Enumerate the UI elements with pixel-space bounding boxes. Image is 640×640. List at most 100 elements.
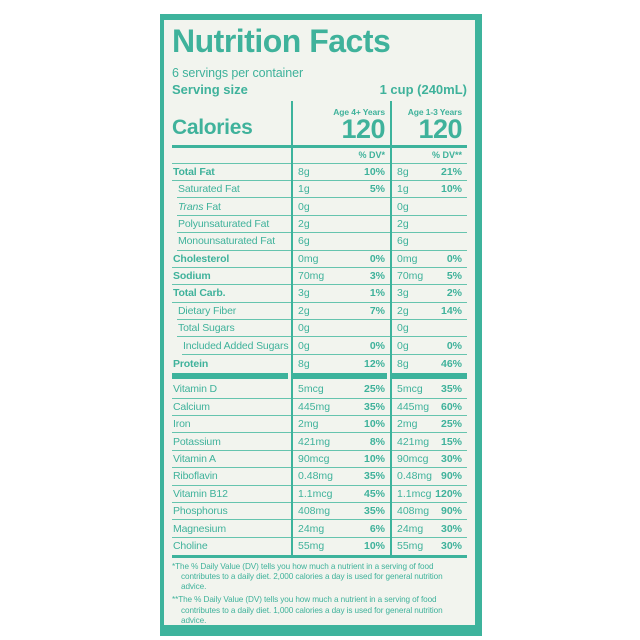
nutrient-name: Riboflavin [172,468,291,486]
dv-value: 30% [440,540,462,553]
amount-value: 8g [298,165,310,178]
amount-value: 90mcg [298,452,330,465]
nutrient-name-text: Vitamin B12 [173,487,228,500]
calories-age4-cell: Age 4+ Years 120 [291,101,390,148]
value-cell: 445mg 60% [390,399,467,417]
nutrient-name: Iron [172,416,291,434]
amount-value: 408mg [298,505,331,518]
amount-value: 55mg [397,540,424,553]
dv-value: 5% [446,270,462,283]
dv-header-age4: % DV* [291,148,390,164]
nutrient-name-text: Iron [173,418,191,431]
dv-header-age13: % DV** [390,148,467,164]
dv-header-spacer [172,148,291,164]
footnote-2: **The % Daily Value (DV) tells you how m… [172,595,467,626]
nutrient-name-text: Total Sugars [178,322,235,335]
nutrient-name: Calcium [172,399,291,417]
nutrient-name: Saturated Fat [177,181,291,199]
dv-value: 90% [440,505,462,518]
vitamin-rows: Vitamin D 5mcg 25% 5mcg 35% Calcium 445mg 35% 44… [172,381,467,555]
bar-segment [293,373,387,380]
amount-value: 0g [298,339,310,352]
amount-value: 1.1mcg [298,487,333,500]
nutrient-name: Vitamin B12 [172,486,291,503]
amount-value: 2g [397,217,409,230]
dv-value: 1% [369,287,385,300]
dv-value: 10% [363,418,385,431]
value-cell: 0.48mg 90% [390,468,467,486]
dv-value: 21% [440,165,462,178]
table-row: Vitamin B12 1.1mcg 45% 1.1mcg 120% [172,486,467,503]
dv-value: 35% [440,383,462,396]
amount-value: 8g [298,357,310,370]
dv-value: 60% [440,400,462,413]
age-1to3-header: Age 1-3 Years [407,106,462,117]
amount-value: 5mcg [397,383,423,396]
calories-age4-value: 120 [341,113,385,144]
footnote-divider [172,555,467,558]
table-row: Total Carb. 3g 1% 3g 2% [172,285,467,303]
footnote-1-text: The % Daily Value (DV) tells you how muc… [175,561,443,592]
dv-value: 45% [363,487,385,500]
amount-value: 0g [298,322,310,335]
value-cell: 1g 5% [291,181,390,199]
dv-value: 90% [440,470,462,483]
dv-value: 46% [440,357,462,370]
amount-value: 6g [298,235,310,248]
nutrition-facts-label: Nutrition Facts 6 servings per container… [160,14,482,636]
nutrient-name: Monounsaturated Fat [177,233,291,251]
amount-value: 24mg [298,522,325,535]
table-row: Vitamin D 5mcg 25% 5mcg 35% [172,381,467,399]
amount-value: 445mg [397,400,430,413]
value-cell: 8g 12% [291,355,390,372]
nutrient-rows: Total Fat 8g 10% 8g 21% Saturated Fat 1g 5% 1g 10… [172,164,467,373]
dv-value: 0% [369,252,385,265]
amount-value: 0.48mg [397,470,433,483]
value-cell: 0g 0% [390,337,467,355]
value-cell: 0g [390,198,467,216]
value-cell: 5mcg 35% [390,381,467,399]
dv-value: 10% [363,540,385,553]
dv-value: 10% [440,183,462,196]
amount-value: 2mg [397,418,418,431]
bar-segment [392,373,467,380]
value-cell: 0mg 0% [291,251,390,268]
calories-row: Calories Age 4+ Years 120 Age 1-3 Years … [172,101,467,148]
amount-value: 8g [397,165,409,178]
table-row: Monounsaturated Fat 6g 6g [172,233,467,251]
value-cell: 8g 10% [291,164,390,181]
amount-value: 70mg [397,270,424,283]
nutrient-name: Protein [172,355,291,372]
table-row: Iron 2mg 10% 2mg 25% [172,416,467,434]
nutrient-name: Potassium [172,433,291,451]
protein-divider-bar [172,373,467,380]
label-title: Nutrition Facts [172,23,391,59]
value-cell: 0g [390,320,467,338]
dv-value: 15% [440,435,462,448]
value-cell: 55mg 30% [390,538,467,555]
value-cell: 2g 14% [390,303,467,321]
table-row: Included Added Sugars 0g 0% 0g 0% [172,337,467,355]
dv-value: 35% [363,470,385,483]
value-cell: 6g [291,233,390,251]
nutrient-name: Cholesterol [172,251,291,268]
nutrient-name: Polyunsaturated Fat [177,216,291,234]
amount-value: 0g [397,200,409,213]
amount-value: 8g [397,357,409,370]
dv-value: 2% [446,287,462,300]
amount-value: 0.48mg [298,470,334,483]
table-row: Choline 55mg 10% 55mg 30% [172,538,467,555]
table-row: Magnesium 24mg 6% 24mg 30% [172,520,467,538]
amount-value: 421mg [298,435,331,448]
amount-value: 2g [298,217,310,230]
footnotes: *The % Daily Value (DV) tells you how mu… [172,555,467,629]
footnote-2-text: The % Daily Value (DV) tells you how muc… [178,595,443,625]
dv-value: 5% [369,183,385,196]
value-cell: 8g 46% [390,355,467,372]
amount-value: 5mcg [298,383,324,396]
dv-value: 10% [363,452,385,465]
value-cell: 2mg 10% [291,416,390,434]
dv-value: 35% [363,400,385,413]
amount-value: 0g [298,200,310,213]
serving-size-row: Serving size 1 cup (240mL) [172,82,467,97]
